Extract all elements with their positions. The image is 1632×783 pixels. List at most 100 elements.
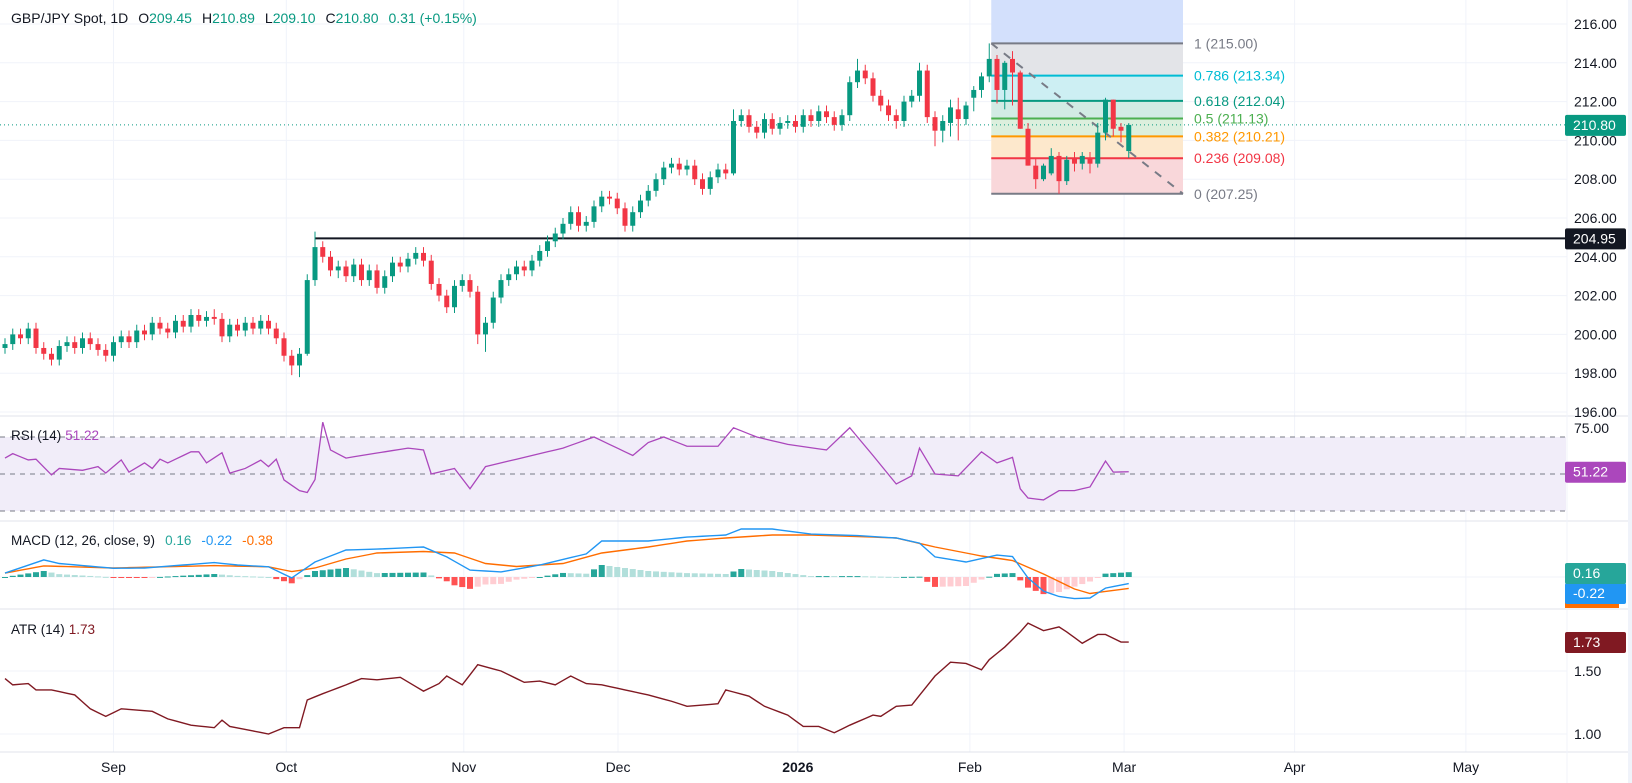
- rsi-label[interactable]: RSI (14): [11, 428, 62, 443]
- macd-histogram-bar: [676, 572, 683, 577]
- candle-body: [351, 264, 357, 277]
- candle: [576, 206, 581, 232]
- candle-body: [723, 169, 729, 174]
- price-tick-label: 202.00: [1574, 288, 1617, 304]
- candle-body: [304, 280, 310, 354]
- candle-body: [630, 212, 636, 226]
- candle: [126, 330, 132, 348]
- time-axis-label: May: [1453, 759, 1479, 775]
- macd-histogram-bar: [319, 570, 326, 577]
- macd-histogram-bar: [265, 577, 272, 578]
- macd-histogram-bar: [513, 577, 520, 580]
- candle: [777, 117, 783, 135]
- macd-histogram-bar: [226, 575, 233, 577]
- macd-histogram-bar: [420, 572, 427, 577]
- symbol-title[interactable]: GBP/JPY Spot, 1D: [11, 10, 129, 26]
- candle: [157, 316, 163, 335]
- candle: [583, 216, 589, 232]
- candle: [498, 274, 504, 304]
- candle-body: [374, 270, 380, 288]
- macd-histogram-bar: [575, 573, 582, 577]
- macd-histogram-bar: [343, 568, 349, 577]
- close-value: 210.80: [335, 10, 379, 26]
- macd-histogram-bar: [924, 577, 931, 582]
- candle: [444, 289, 450, 314]
- candle-body: [10, 334, 16, 345]
- candle-body: [142, 330, 147, 335]
- macd-histogram-bar: [893, 577, 900, 578]
- candle: [452, 280, 457, 314]
- candle-body: [901, 101, 907, 121]
- candle: [994, 55, 1000, 104]
- candle: [653, 173, 659, 197]
- macd-line-tag-text: -0.22: [1573, 585, 1605, 601]
- macd-histogram-bar: [1063, 577, 1070, 590]
- macd-line: [4, 528, 1129, 600]
- last-price-tag-bg: [1565, 114, 1626, 136]
- macd-label[interactable]: MACD (12, 26, close, 9): [11, 533, 156, 548]
- candle-body: [661, 167, 667, 180]
- atr-value-tag-bg: [1565, 632, 1626, 654]
- candle-body: [700, 179, 705, 189]
- fib-zone: [991, 43, 1183, 76]
- candle-body: [1010, 58, 1015, 73]
- macd-histogram-bar: [583, 573, 590, 577]
- candle: [281, 332, 287, 362]
- macd-histogram-bar: [1009, 573, 1016, 577]
- candle-body: [25, 328, 31, 339]
- atr-label[interactable]: ATR (14): [11, 622, 65, 637]
- candles: [2, 43, 1132, 378]
- rsi-legend: RSI (14) 51.22: [11, 428, 103, 443]
- macd-histogram-bar: [172, 576, 179, 578]
- candle: [56, 340, 62, 366]
- macd-histogram-bar: [56, 574, 63, 577]
- macd-histogram-bar: [180, 575, 187, 577]
- candle-body: [731, 121, 736, 174]
- fib-level-label: 0.786 (213.34): [1194, 68, 1285, 84]
- macd-histogram-bar: [552, 574, 559, 577]
- macd-histogram-bar: [149, 577, 156, 578]
- rsi-value-tag-text: 51.22: [1573, 464, 1608, 480]
- candle-body: [459, 280, 465, 286]
- candle: [568, 206, 574, 230]
- time-axis-label: Oct: [275, 759, 297, 775]
- candle-body: [560, 223, 566, 234]
- price-tick-label: 216.00: [1574, 16, 1617, 32]
- candle: [1048, 148, 1054, 176]
- candle-body: [1056, 155, 1062, 182]
- rsi-value-tag: 51.22: [1565, 461, 1626, 483]
- time-axis-label: Mar: [1112, 759, 1136, 775]
- macd-histogram-bar: [110, 577, 117, 578]
- candle-body: [41, 347, 47, 354]
- candle: [855, 58, 860, 89]
- macd-histogram-bar: [451, 577, 458, 586]
- candle: [1010, 51, 1015, 106]
- candle: [785, 115, 791, 129]
- macd-histogram-bar: [257, 576, 264, 578]
- grid-lines: [0, 0, 1567, 752]
- candle-body: [413, 252, 419, 259]
- macd-histogram-bar: [1110, 573, 1117, 577]
- candle: [948, 99, 953, 137]
- candle-body: [847, 82, 853, 116]
- candle: [328, 250, 333, 277]
- candle-body: [537, 250, 543, 261]
- candle: [963, 101, 969, 125]
- candle: [638, 194, 643, 218]
- macd-histogram-bar: [908, 576, 915, 578]
- candle-body: [452, 285, 457, 308]
- candle: [211, 309, 217, 325]
- candle: [320, 241, 326, 263]
- candle-body: [1017, 72, 1023, 129]
- macd-histogram-bar: [823, 576, 830, 578]
- candle: [436, 278, 442, 302]
- candle-body: [87, 338, 93, 345]
- candle-body: [948, 107, 953, 123]
- candle: [475, 285, 481, 345]
- candle: [72, 336, 78, 354]
- low-value: 209.10: [272, 10, 316, 26]
- macd-histogram-bar: [1056, 577, 1062, 592]
- candle-body: [483, 322, 488, 335]
- candle-body: [506, 274, 512, 281]
